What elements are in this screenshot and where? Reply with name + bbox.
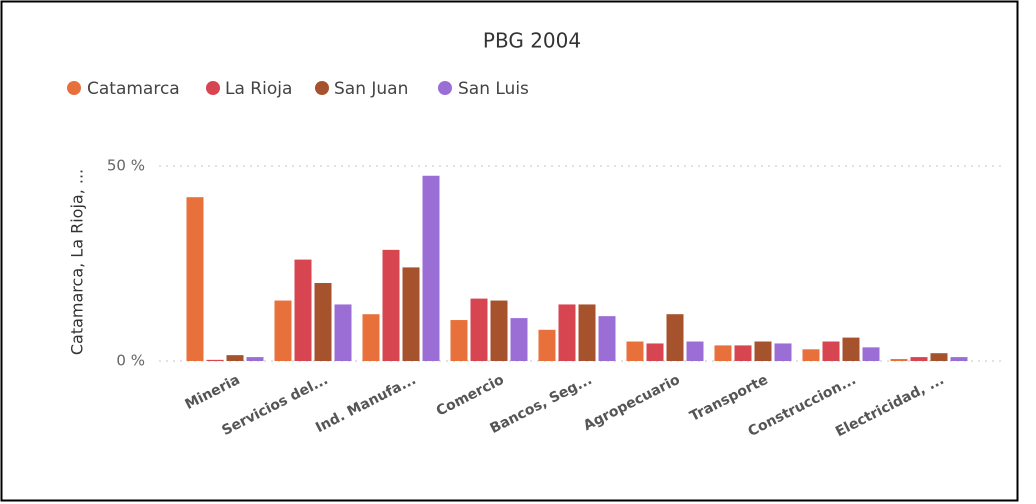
legend-swatch [315,81,329,95]
bar [246,357,264,361]
bar [226,355,244,361]
bar [382,249,400,361]
legend-swatch [206,81,220,95]
legend-label: San Juan [334,79,408,99]
bar [470,298,488,361]
bar [578,304,596,361]
bar [206,359,224,361]
bar [558,304,576,361]
bar [334,304,352,361]
bar [626,341,644,361]
chart-title: PBG 2004 [483,29,581,53]
bar [910,357,928,361]
y-tick-label: 0 % [116,352,145,370]
bar [186,197,204,361]
bar [450,320,468,361]
bar [890,359,908,361]
bar [490,300,508,361]
bar [734,345,752,361]
bar [294,259,312,361]
bar [362,314,380,361]
legend-swatch [67,81,81,95]
bar [598,316,616,361]
bar [510,318,528,361]
bar [402,267,420,361]
bar [686,341,704,361]
legend-label: Catamarca [87,79,180,99]
bar [774,343,792,361]
bar [274,300,292,361]
bar [714,345,732,361]
y-axis-label: Catamarca, La Rioja, ... [68,169,87,355]
bar [666,314,684,361]
bar [754,341,772,361]
y-tick-label: 50 % [107,157,145,175]
bar [538,329,556,361]
legend-swatch [438,81,452,95]
bar [802,349,820,361]
bar [646,343,664,361]
bar [930,353,948,361]
bar [842,337,860,361]
bar [314,283,332,361]
bar [950,357,968,361]
bar [422,175,440,361]
frame [0,0,1019,502]
bar [862,347,880,361]
bar [822,341,840,361]
legend-label: La Rioja [225,79,292,99]
legend-label: San Luis [458,79,529,99]
